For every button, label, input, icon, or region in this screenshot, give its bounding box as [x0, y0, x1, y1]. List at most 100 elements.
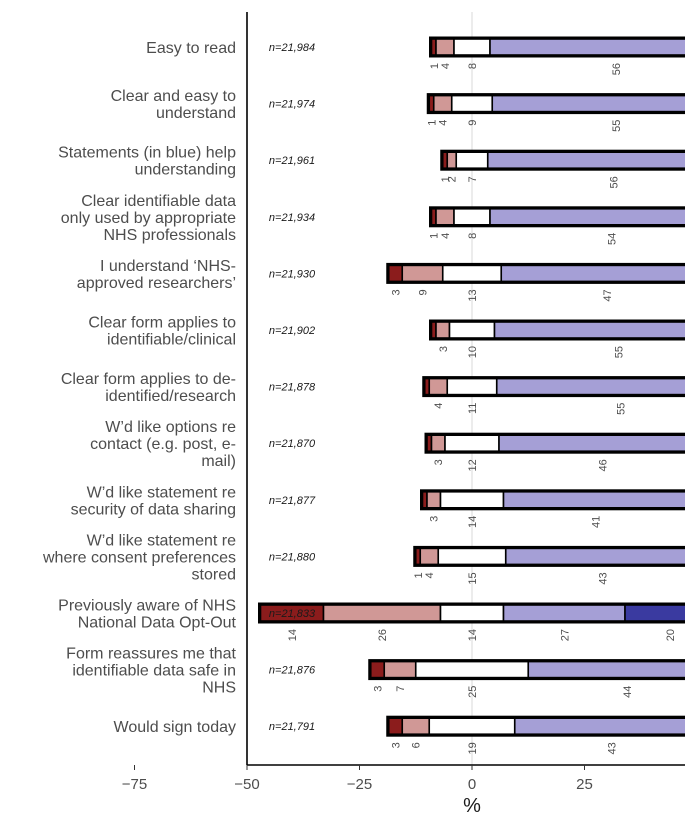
bar-segment	[437, 547, 507, 566]
data-label: 19	[467, 742, 479, 754]
data-label: 1	[429, 63, 441, 69]
bar-segment	[322, 604, 442, 622]
category-label: Form reassures me that identifiable data …	[66, 646, 236, 697]
bar-segment	[495, 377, 685, 396]
bar-segment	[491, 94, 685, 113]
data-label: 20	[665, 629, 677, 641]
data-label: 1	[429, 233, 441, 239]
data-label: 9	[418, 289, 430, 295]
bar-segment	[453, 208, 491, 226]
bar-segment	[439, 604, 505, 622]
data-label: 55	[616, 403, 628, 415]
data-label: 56	[609, 176, 621, 188]
x-tick-label: −75	[122, 776, 147, 793]
category-label: Clear form applies to de-identified/rese…	[61, 371, 236, 405]
sample-size-label: n=21,880	[269, 551, 316, 563]
data-label: 47	[602, 289, 614, 301]
data-label: 4	[438, 120, 450, 126]
sample-size-label: n=21,930	[269, 268, 316, 280]
bar-segment	[502, 490, 685, 509]
bar-segment	[489, 208, 685, 226]
data-label: 43	[607, 742, 619, 754]
bar-segment	[446, 377, 498, 396]
bar-segment	[383, 660, 417, 679]
sample-size-label: n=21,974	[269, 99, 315, 111]
bar-segment	[426, 490, 442, 509]
data-label: 15	[467, 572, 479, 584]
data-label: 3	[429, 516, 441, 522]
bar-segment	[502, 604, 626, 622]
bar-segment	[498, 434, 685, 453]
data-label: 25	[467, 686, 479, 698]
data-label: 1	[427, 120, 439, 126]
data-label: 7	[395, 686, 407, 692]
data-label: 3	[391, 742, 403, 748]
sample-size-label: n=21,791	[269, 721, 315, 733]
data-label: 11	[467, 403, 479, 414]
bar-segment	[401, 717, 431, 736]
bars-layer	[258, 36, 685, 737]
bar-segment	[489, 38, 685, 56]
category-label: Statements (in blue) help understanding	[58, 145, 236, 179]
data-label: 3	[433, 459, 445, 465]
data-label: 43	[598, 572, 610, 584]
category-label: Clear identifiable data only used by appr…	[61, 193, 236, 244]
data-label: 55	[613, 346, 625, 358]
bar-segment	[435, 321, 451, 339]
data-label: 26	[377, 629, 389, 641]
bar-segment	[493, 321, 685, 339]
data-label: 10	[467, 346, 479, 358]
data-label: 4	[440, 63, 452, 69]
bar-segment	[387, 264, 404, 283]
data-label: 3	[438, 346, 450, 352]
sample-size-label: n=21,833	[269, 608, 316, 620]
bar-segment	[500, 264, 685, 283]
bar-segment	[414, 660, 530, 679]
data-label: 27	[559, 629, 571, 641]
sample-size-label: n=21,877	[269, 495, 316, 507]
category-label: Easy to read	[146, 40, 236, 57]
data-label: 14	[467, 629, 479, 641]
x-tick-label: 0	[468, 776, 476, 793]
data-label: 8	[467, 63, 479, 69]
data-label: 46	[598, 459, 610, 471]
data-label: 14	[467, 516, 479, 528]
data-label: 12	[467, 459, 479, 471]
bar-segment	[486, 151, 685, 169]
category-label: W’d like statement re where consent prefe…	[42, 532, 236, 583]
category-label: Would sign today	[114, 719, 236, 736]
bar-segment	[455, 151, 489, 169]
data-label: 6	[411, 742, 423, 748]
axes-layer: −75−50−250255075	[122, 12, 685, 793]
data-label: 4	[440, 233, 452, 239]
bar-segment	[450, 94, 494, 113]
data-label: 1	[440, 176, 452, 182]
bar-segment	[453, 38, 491, 56]
data-label: 9	[467, 120, 479, 126]
bar-segment	[401, 264, 444, 283]
bar-segment	[624, 604, 685, 622]
x-tick-label: 25	[576, 776, 593, 793]
bar-segment	[428, 377, 449, 396]
category-label: Previously aware of NHS National Data Opt…	[58, 598, 236, 632]
bar-segment	[527, 660, 685, 679]
data-label: 3	[391, 289, 403, 295]
bar-segment	[435, 38, 455, 56]
bar-segment	[419, 547, 440, 566]
data-label: 8	[467, 233, 479, 239]
data-label: 44	[622, 686, 634, 698]
x-axis-title: %	[463, 795, 481, 816]
category-label: Clear and easy to understand	[111, 88, 237, 122]
data-label: 13	[467, 289, 479, 301]
bar-segment	[439, 490, 505, 509]
bar-segment	[432, 94, 453, 113]
sample-size-label: n=21,876	[269, 665, 316, 677]
data-label: 4	[424, 572, 436, 578]
sample-size-label: n=21,870	[269, 438, 316, 450]
data-label: 2	[447, 176, 459, 182]
bar-segment	[441, 264, 503, 283]
bar-segment	[446, 151, 458, 169]
data-label: 4	[433, 403, 445, 409]
